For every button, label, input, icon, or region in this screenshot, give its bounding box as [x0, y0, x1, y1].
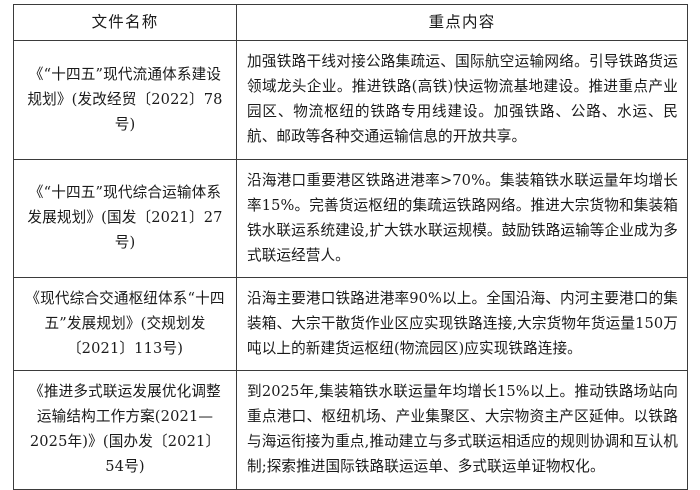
- file-name-text: 《“十四五”现代流通体系建设规划》(发改经贸〔2022〕78号): [27, 65, 223, 133]
- page-canvas: 文件名称 重点内容 《“十四五”现代流通体系建设规划》(发改经贸〔2022〕78…: [13, 3, 688, 490]
- key-content-text: 加强铁路干线对接公路集疏运、国际航空运输网络。引导铁路货运领域龙头企业。推进铁路…: [247, 53, 678, 146]
- file-name-text: 《现代综合交通枢纽体系“十四五”发展规划》(交规划发〔2021〕113号): [25, 289, 225, 358]
- cell-file-name: 《现代综合交通枢纽体系“十四五”发展规划》(交规划发〔2021〕113号): [13, 276, 237, 372]
- key-content-text: 到2025年,集装箱铁水联运量年均增长15%以上。推动铁路场站向重点港口、枢纽机…: [247, 383, 678, 476]
- table-body: 《“十四五”现代流通体系建设规划》(发改经贸〔2022〕78号) 加强铁路干线对…: [13, 40, 688, 490]
- table-row: 《“十四五”现代流通体系建设规划》(发改经贸〔2022〕78号) 加强铁路干线对…: [13, 40, 688, 160]
- table-row: 《现代综合交通枢纽体系“十四五”发展规划》(交规划发〔2021〕113号) 沿海…: [13, 276, 688, 372]
- policy-document-table: 文件名称 重点内容 《“十四五”现代流通体系建设规划》(发改经贸〔2022〕78…: [13, 3, 688, 490]
- table-header: 文件名称 重点内容: [13, 3, 688, 42]
- cell-key-content: 到2025年,集装箱铁水联运量年均增长15%以上。推动铁路场站向重点港口、枢纽机…: [236, 370, 688, 490]
- file-name-text: 《推进多式联运发展优化调整运输结构工作方案(2021—2025年)》(国办发〔2…: [29, 383, 221, 476]
- table-header-row: 文件名称 重点内容: [13, 3, 688, 42]
- cell-file-name: 《“十四五”现代流通体系建设规划》(发改经贸〔2022〕78号): [13, 40, 237, 160]
- table-row: 《“十四五”现代综合运输体系发展规划》(国发〔2021〕27号) 沿海港口重要港…: [13, 158, 688, 278]
- column-header-key-content: 重点内容: [236, 3, 688, 42]
- file-name-text: 《“十四五”现代综合运输体系发展规划》(国发〔2021〕27号): [27, 184, 223, 252]
- cell-key-content: 沿海主要港口铁路进港率90%以上。全国沿海、内河主要港口的集装箱、大宗干散货作业…: [236, 276, 688, 372]
- cell-file-name: 《“十四五”现代综合运输体系发展规划》(国发〔2021〕27号): [13, 158, 237, 278]
- cell-file-name: 《推进多式联运发展优化调整运输结构工作方案(2021—2025年)》(国办发〔2…: [13, 370, 237, 490]
- key-content-text: 沿海主要港口铁路进港率90%以上。全国沿海、内河主要港口的集装箱、大宗干散货作业…: [247, 289, 678, 358]
- column-header-file-name: 文件名称: [13, 3, 237, 42]
- cell-key-content: 沿海港口重要港区铁路进港率>70%。集装箱铁水联运量年均增长率15%。完善货运枢…: [236, 158, 688, 278]
- table-row: 《推进多式联运发展优化调整运输结构工作方案(2021—2025年)》(国办发〔2…: [13, 370, 688, 490]
- cell-key-content: 加强铁路干线对接公路集疏运、国际航空运输网络。引导铁路货运领域龙头企业。推进铁路…: [236, 40, 688, 160]
- key-content-text: 沿海港口重要港区铁路进港率>70%。集装箱铁水联运量年均增长率15%。完善货运枢…: [247, 171, 678, 264]
